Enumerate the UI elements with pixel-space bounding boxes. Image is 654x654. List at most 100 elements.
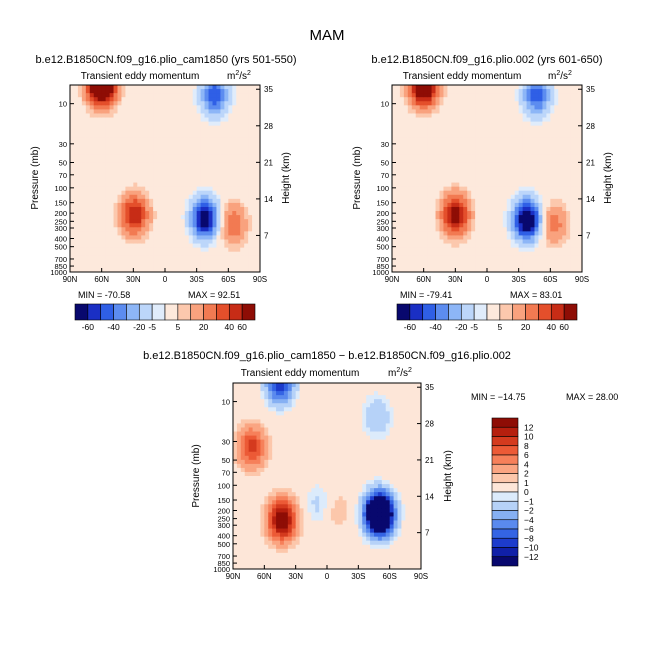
contour-cell [443,215,448,220]
contour-cell [244,532,250,538]
contour-cell [204,255,209,261]
contour-cell [109,97,114,102]
contour-cell [204,182,209,188]
contour-cell [439,223,444,228]
contour-cell [562,231,567,236]
contour-cell [224,235,229,240]
contour-cell [415,211,421,216]
contour-cell [419,215,425,220]
contour-cell [479,178,484,183]
contour-cell [260,492,265,497]
contour-cell [81,117,87,122]
contour-cell [256,484,261,489]
contour-cell [459,267,464,273]
contour-cell [570,198,575,204]
contour-cell [510,158,516,163]
contour-cell [463,105,468,110]
contour-cell [157,227,162,232]
contour-cell [498,267,504,273]
contour-cell [447,174,452,179]
contour-cell [403,223,409,228]
contour-cell [439,194,444,200]
contour-cell [248,215,253,220]
contour-cell [526,190,531,196]
contour-cell [574,215,579,220]
contour-cell [451,182,456,188]
contour-cell [137,190,142,196]
contour-cell [570,117,575,122]
contour-cell [232,223,237,228]
contour-cell [479,235,484,240]
contour-cell [141,231,146,236]
contour-cell [534,223,539,228]
contour-cell [228,263,233,269]
contour-cell [236,492,242,497]
contour-cell [530,186,535,192]
contour-cell [431,141,436,147]
contour-cell [463,194,468,200]
contour-cell [463,267,468,273]
contour-cell [145,145,150,151]
contour-cell [562,133,567,139]
contour-cell [546,85,551,90]
contour-cell [459,255,464,261]
contour-cell [196,235,202,240]
contour-cell [180,235,186,240]
contour-cell [141,219,146,224]
contour-cell [550,145,555,151]
contour-cell [439,105,444,110]
contour-cell [498,190,504,196]
contour-cell [208,85,213,90]
contour-cell [411,211,417,216]
contour-cell [403,178,409,183]
contour-cell [510,198,516,204]
contour-cell [399,154,405,159]
contour-cell [399,239,405,244]
contour-cell [248,496,253,501]
contour-cell [157,154,162,159]
contour-cell [558,154,563,159]
contour-cell [113,211,118,216]
contour-cell [538,251,543,257]
contour-cell [244,439,250,445]
contour-cell [228,235,233,240]
contour-cell [443,97,448,102]
contour-cell [196,162,202,167]
contour-cell [89,211,95,216]
contour-cell [471,97,476,102]
contour-cell [578,113,583,118]
contour-cell [81,190,87,196]
contour-cell [204,186,209,192]
contour-cell [260,488,265,493]
contour-cell [113,109,118,114]
contour-cell [570,190,575,196]
contour-cell [494,113,500,118]
contour-cell [105,93,110,98]
contour-cell [546,97,551,102]
contour-cell [141,198,146,204]
contour-cell [538,158,543,163]
contour-cell [518,113,524,118]
contour-cell [77,105,83,110]
contour-cell [77,227,83,232]
contour-cell [510,150,516,155]
contour-cell [403,162,409,167]
contour-cell [85,182,91,188]
contour-cell [184,215,190,220]
contour-cell [447,166,452,171]
contour-cell [192,174,198,179]
contour-cell [145,206,150,212]
contour-cell [487,255,492,261]
contour-cell [89,89,95,94]
contour-cell [487,251,492,257]
contour-cell [248,125,253,131]
contour-cell [455,198,460,204]
contour-cell [180,255,186,261]
contour-cell [494,141,500,147]
contour-cell [471,190,476,196]
contour-cell [121,129,126,135]
contour-cell [228,211,233,216]
contour-cell [141,141,146,147]
contour-cell [149,219,154,224]
contour-cell [113,178,118,183]
